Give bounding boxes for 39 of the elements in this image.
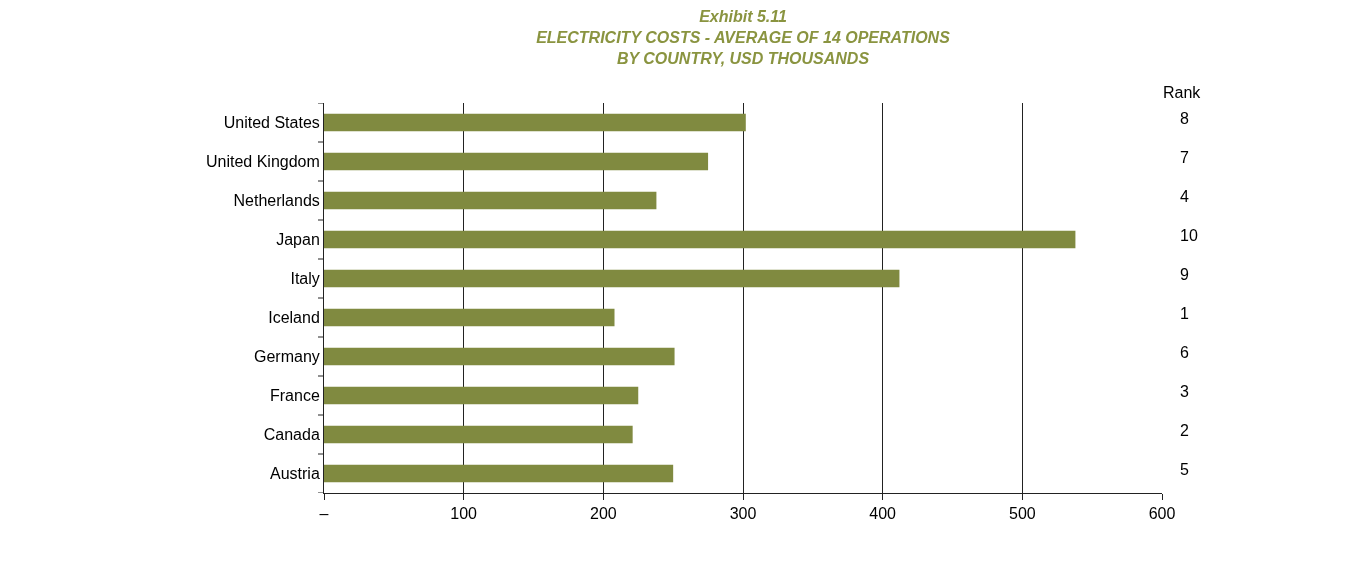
bar — [324, 386, 639, 405]
bar — [324, 230, 1076, 249]
x-tick-label: 400 — [869, 505, 897, 523]
y-tick-label: France — [270, 387, 320, 405]
y-tick-label: Italy — [290, 270, 320, 288]
text: 5 — [1180, 461, 1189, 478]
y-tick-label: Germany — [254, 348, 320, 366]
y-tick-label: Netherlands — [233, 192, 320, 210]
text: 6 — [1180, 344, 1189, 361]
x-tick-label: 300 — [729, 505, 757, 523]
chart-title: Exhibit 5.11 ELECTRICITY COSTS - AVERAGE OF 14 OPERATIONS BY COUNTRY, USD THOUSANDS — [536, 8, 951, 67]
x-tick-label: – — [319, 505, 329, 523]
bar — [324, 269, 900, 288]
y-tick-label: United Kingdom — [205, 153, 320, 171]
text: 2 — [1180, 422, 1189, 439]
text: 10 — [1180, 227, 1198, 244]
y-tick-label: United States — [223, 114, 320, 132]
bar — [324, 464, 674, 483]
y-tick-label: Japan — [276, 231, 320, 249]
x-tick-label: 200 — [589, 505, 617, 523]
x-tick-label: 500 — [1008, 505, 1036, 523]
y-tick-label: Austria — [270, 465, 320, 483]
bar — [324, 347, 675, 366]
bar — [324, 425, 633, 444]
text: 7 — [1180, 149, 1189, 166]
bar — [324, 152, 709, 171]
bar — [324, 191, 657, 210]
bar — [324, 308, 615, 327]
text: 4 — [1180, 188, 1189, 205]
text: 8 — [1180, 110, 1189, 127]
text: Rank — [1163, 84, 1202, 101]
text: 9 — [1180, 266, 1189, 283]
text: 1 — [1180, 305, 1189, 322]
x-tick-label: 600 — [1148, 505, 1176, 523]
y-tick-label: Canada — [263, 426, 320, 444]
y-tick-label: Iceland — [268, 309, 320, 327]
x-tick-label: 100 — [450, 505, 478, 523]
text: 3 — [1180, 383, 1189, 400]
bar — [324, 113, 746, 132]
